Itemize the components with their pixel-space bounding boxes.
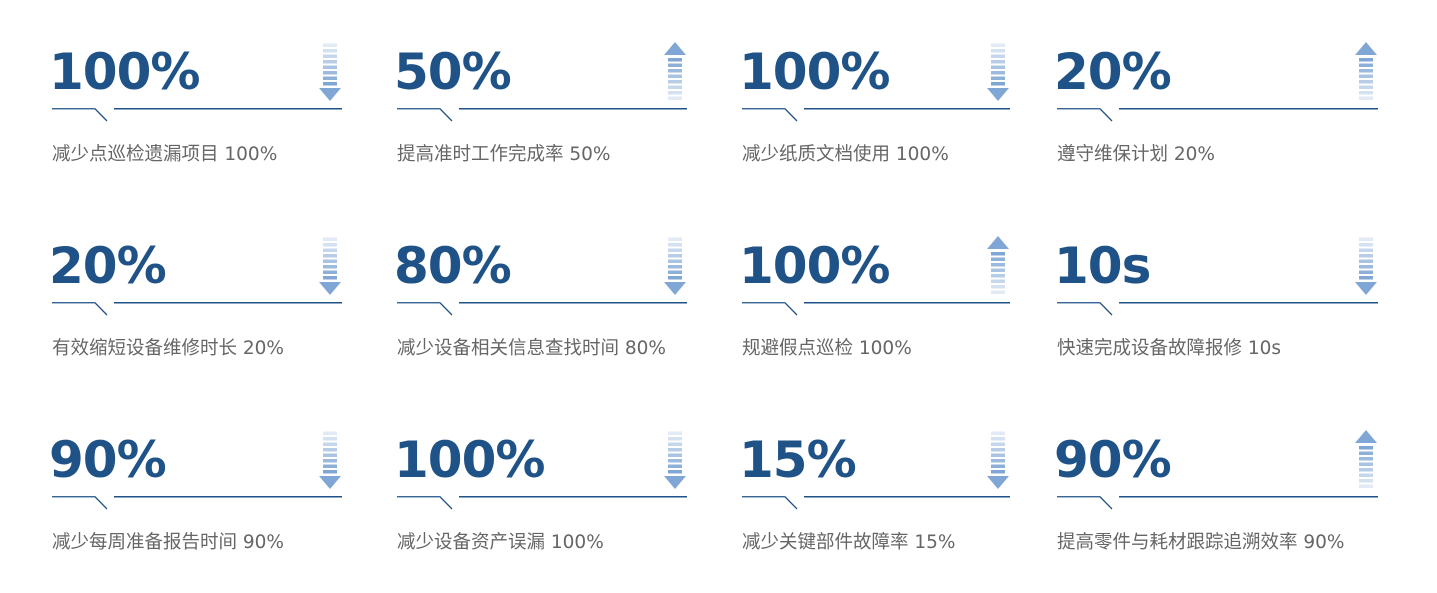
arrow-down-icon bbox=[664, 237, 686, 295]
metric-label: 减少点巡检遗漏项目 100% bbox=[52, 144, 278, 165]
callout-divider bbox=[742, 302, 1010, 316]
metric-value: 20% bbox=[49, 237, 167, 295]
callout-divider bbox=[52, 302, 342, 316]
metric-card: 90% 减少每周准备报告时间 90% bbox=[49, 430, 342, 570]
metric-card: 90% 提高零件与耗材跟踪追溯效率 90% bbox=[1054, 430, 1378, 570]
metric-label: 有效缩短设备维修时长 20% bbox=[52, 338, 285, 359]
metric-value: 10s bbox=[1054, 237, 1151, 295]
metric-card: 15% 减少关键部件故障率 15% bbox=[739, 430, 1010, 570]
metric-card: 80% 减少设备相关信息查找时间 80% bbox=[394, 236, 687, 376]
metric-value: 100% bbox=[739, 237, 890, 295]
metric-label: 规避假点巡检 100% bbox=[742, 338, 912, 359]
arrow-down-icon bbox=[1355, 237, 1377, 295]
arrow-up-icon bbox=[987, 236, 1009, 294]
callout-divider bbox=[52, 496, 342, 510]
metric-label: 快速完成设备故障报修 10s bbox=[1057, 338, 1282, 359]
metric-card: 20% 遵守维保计划 20% bbox=[1054, 42, 1378, 182]
callout-divider bbox=[397, 302, 687, 316]
arrow-up-icon bbox=[1355, 430, 1377, 488]
metric-value: 100% bbox=[394, 431, 545, 489]
arrow-down-icon bbox=[319, 237, 341, 295]
metric-value: 100% bbox=[49, 43, 200, 101]
metric-card: 20% 有效缩短设备维修时长 20% bbox=[49, 236, 342, 376]
metric-label: 减少每周准备报告时间 90% bbox=[52, 532, 285, 553]
callout-divider bbox=[52, 108, 342, 122]
arrow-up-icon bbox=[1355, 42, 1377, 100]
metric-card: 100% 规避假点巡检 100% bbox=[739, 236, 1010, 376]
callout-divider bbox=[1057, 108, 1378, 122]
metric-label: 遵守维保计划 20% bbox=[1057, 144, 1216, 165]
callout-divider bbox=[742, 108, 1010, 122]
metric-value: 20% bbox=[1054, 43, 1172, 101]
metric-label: 提高准时工作完成率 50% bbox=[397, 144, 611, 165]
metric-value: 50% bbox=[394, 43, 512, 101]
callout-divider bbox=[397, 108, 687, 122]
metric-label: 减少设备资产误漏 100% bbox=[397, 532, 604, 553]
metric-label: 提高零件与耗材跟踪追溯效率 90% bbox=[1057, 532, 1345, 553]
callout-divider bbox=[742, 496, 1010, 510]
callout-divider bbox=[397, 496, 687, 510]
metric-value: 100% bbox=[739, 43, 890, 101]
arrow-down-icon bbox=[987, 43, 1009, 101]
callout-divider bbox=[1057, 496, 1378, 510]
metric-value: 90% bbox=[49, 431, 167, 489]
metric-value: 15% bbox=[739, 431, 857, 489]
arrow-up-icon bbox=[664, 42, 686, 100]
metric-value: 80% bbox=[394, 237, 512, 295]
arrow-down-icon bbox=[319, 431, 341, 489]
metric-card: 100% 减少纸质文档使用 100% bbox=[739, 42, 1010, 182]
callout-divider bbox=[1057, 302, 1378, 316]
arrow-down-icon bbox=[664, 431, 686, 489]
metric-card: 100% 减少设备资产误漏 100% bbox=[394, 430, 687, 570]
metric-value: 90% bbox=[1054, 431, 1172, 489]
metric-card: 100% 减少点巡检遗漏项目 100% bbox=[49, 42, 342, 182]
metric-card: 50% 提高准时工作完成率 50% bbox=[394, 42, 687, 182]
metric-label: 减少设备相关信息查找时间 80% bbox=[397, 338, 667, 359]
arrow-down-icon bbox=[319, 43, 341, 101]
arrow-down-icon bbox=[987, 431, 1009, 489]
metric-label: 减少纸质文档使用 100% bbox=[742, 144, 949, 165]
metric-label: 减少关键部件故障率 15% bbox=[742, 532, 956, 553]
metric-card: 10s 快速完成设备故障报修 10s bbox=[1054, 236, 1378, 376]
